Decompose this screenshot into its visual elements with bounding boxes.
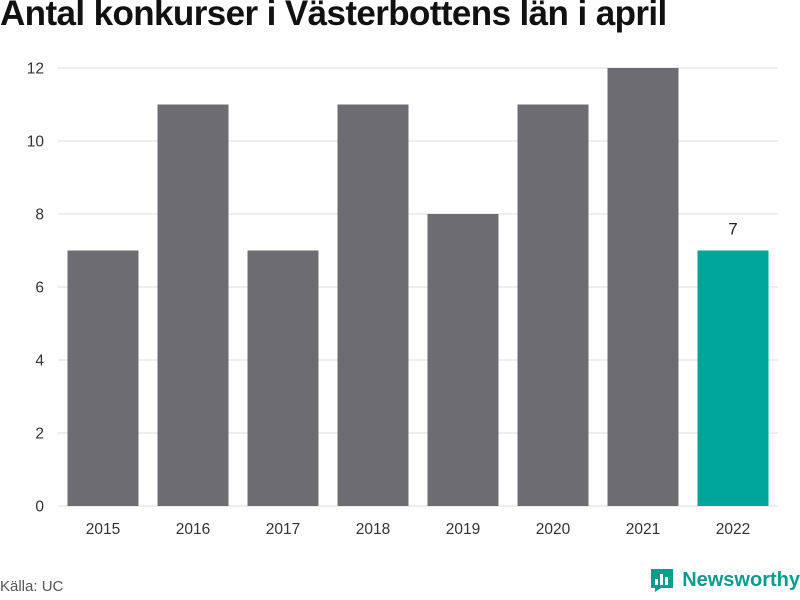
bar-chart-bubble-icon: [649, 567, 675, 593]
bar-2020: [517, 104, 589, 506]
x-axis: 2015 2016 2017 2018 2019 2020 2021 2022: [86, 521, 750, 538]
y-tick-label: 2: [35, 426, 44, 443]
x-tick-label: 2018: [356, 521, 390, 538]
x-tick-label: 2022: [716, 521, 750, 538]
bar-2018: [337, 104, 409, 506]
x-tick-label: 2020: [536, 521, 571, 538]
x-tick-label: 2019: [446, 521, 480, 538]
chart-title: Antal konkurser i Västerbottens län i ap…: [0, 0, 667, 33]
x-tick-label: 2015: [86, 521, 120, 538]
y-tick-label: 10: [27, 134, 45, 151]
source-note: Källa: UC: [0, 578, 64, 595]
bars: [67, 68, 769, 506]
bar-2017: [247, 250, 319, 506]
bar-2019: [427, 214, 499, 506]
bar-2021: [607, 68, 679, 506]
y-tick-label: 6: [35, 280, 44, 297]
data-labels: 7: [728, 220, 737, 239]
y-tick-label: 8: [35, 207, 44, 224]
x-tick-label: 2016: [176, 521, 210, 538]
data-label: 7: [728, 220, 737, 239]
y-tick-label: 12: [27, 61, 44, 78]
y-tick-label: 0: [35, 499, 44, 516]
brand-name: Newsworthy: [682, 568, 800, 591]
bar-2015: [67, 250, 139, 506]
bar-2022: [697, 250, 769, 506]
y-tick-label: 4: [35, 353, 44, 370]
y-axis: 0 2 4 6 8 10 12: [27, 61, 45, 516]
brand-logo: Newsworthy: [649, 567, 800, 593]
x-tick-label: 2017: [266, 521, 300, 538]
x-tick-label: 2021: [626, 521, 660, 538]
bar-2016: [157, 104, 229, 506]
